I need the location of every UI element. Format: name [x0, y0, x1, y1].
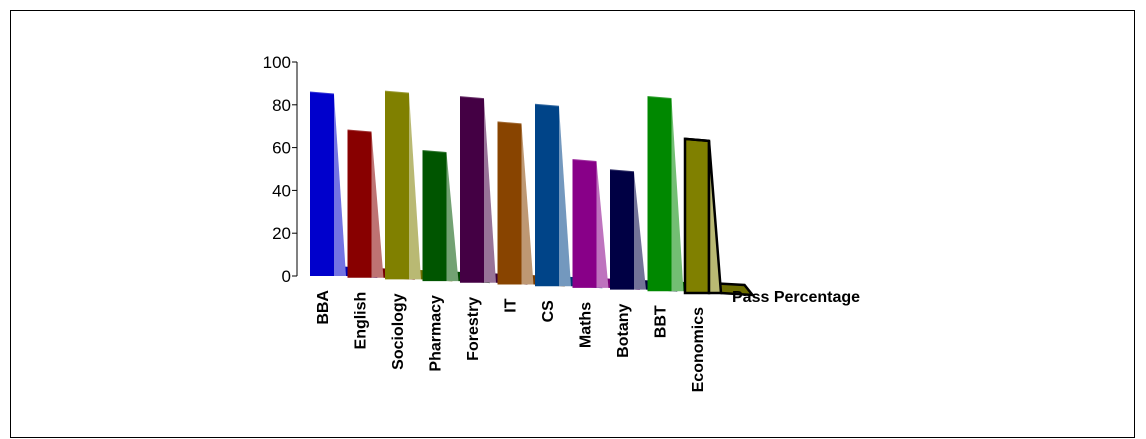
- category-label: IT: [503, 298, 520, 312]
- category-label: Pharmacy: [428, 295, 445, 372]
- bar-front: [683, 137, 711, 295]
- category-label: BBT: [653, 305, 670, 338]
- bar-top-edge: [647, 96, 672, 100]
- depth-axis-label: Pass Percentage: [732, 289, 860, 306]
- category-label: Botany: [615, 304, 632, 358]
- category-label: BBA: [315, 290, 332, 325]
- bar-front: [610, 169, 634, 290]
- bar-side: [371, 132, 384, 278]
- bar-top-edge: [422, 150, 447, 154]
- bar: [683, 137, 756, 297]
- bar-side: [596, 161, 609, 288]
- category-label: CS: [540, 300, 557, 323]
- bar: [609, 169, 678, 292]
- bar: [534, 103, 603, 289]
- bar-side: [671, 98, 684, 292]
- bar-front: [310, 91, 334, 277]
- bar-top-edge: [609, 169, 635, 173]
- y-tick-label: 100: [263, 53, 291, 72]
- bar-front: [460, 96, 484, 283]
- bar-front: [385, 91, 409, 280]
- bar-top-edge: [459, 96, 485, 100]
- bar-top-edge: [684, 137, 710, 143]
- bar-front: [497, 121, 522, 285]
- bar-top-edge: [572, 159, 597, 162]
- category-labels: BBA English Sociology Pharmacy Forestry IT CS M…: [315, 290, 707, 393]
- bar-side: [559, 106, 571, 287]
- bar-side: [409, 93, 421, 280]
- bar-front: [422, 150, 447, 282]
- bar-top-edge: [534, 103, 560, 107]
- bar-top-edge: [309, 91, 335, 95]
- bar-front: [647, 96, 672, 292]
- bar-front: [347, 130, 372, 278]
- category-label: Maths: [578, 302, 595, 348]
- category-label: Sociology: [390, 293, 407, 370]
- y-axis: 0 20 40 60 80 100: [263, 53, 298, 286]
- y-tick-label: 40: [272, 181, 291, 200]
- bar-side: [707, 140, 723, 295]
- bar-front: [535, 104, 559, 287]
- bar-side: [634, 171, 646, 290]
- y-tick-label: 0: [282, 267, 291, 286]
- bar-top-edge: [347, 129, 372, 133]
- bar-side: [521, 123, 534, 285]
- category-label: Economics: [690, 307, 707, 392]
- category-label: English: [353, 292, 370, 350]
- bar-front: [572, 159, 597, 288]
- bar-side: [446, 152, 459, 282]
- category-label: Forestry: [465, 297, 482, 361]
- bar-side: [334, 93, 346, 277]
- bar-side: [484, 98, 496, 283]
- bar: [459, 96, 528, 285]
- bars: [309, 90, 756, 297]
- y-tick-label: 80: [272, 96, 291, 115]
- y-tick-label: 60: [272, 139, 291, 158]
- bar-top-edge: [497, 121, 522, 125]
- bar-top-edge: [384, 90, 410, 94]
- y-tick-label: 20: [272, 224, 291, 243]
